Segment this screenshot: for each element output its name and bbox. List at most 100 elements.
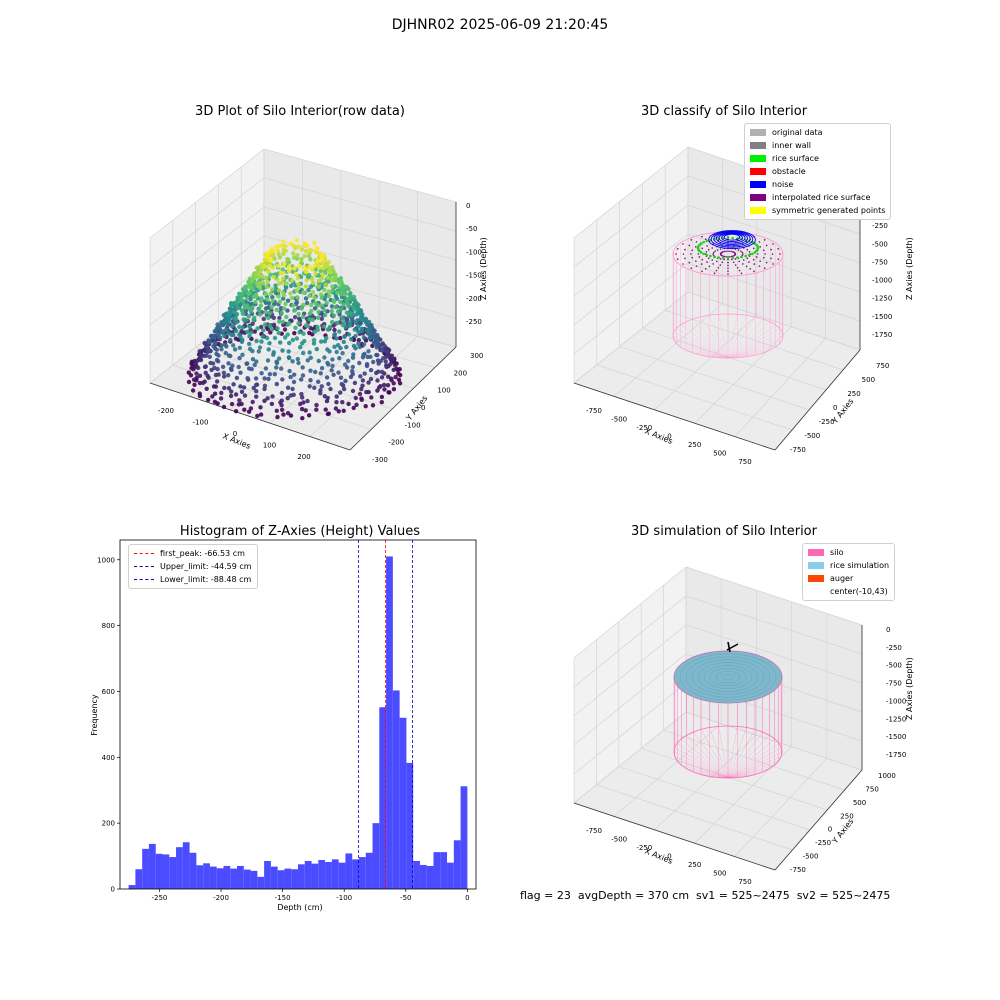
scan-point xyxy=(382,343,387,348)
scan-point xyxy=(262,398,267,403)
scan-point xyxy=(325,327,331,332)
scan-point xyxy=(307,350,312,355)
scan-point xyxy=(277,299,283,304)
scan-point xyxy=(219,343,224,348)
scan-point xyxy=(286,349,291,354)
scan-point xyxy=(341,285,346,291)
scan-point xyxy=(299,391,304,397)
scan-point xyxy=(367,335,372,341)
scan-point xyxy=(194,375,199,381)
scan-point xyxy=(335,309,341,314)
scan-point xyxy=(269,401,275,407)
legend-entry: center(-10,43) xyxy=(808,585,889,598)
scan-point xyxy=(308,355,313,360)
scan-point xyxy=(279,310,284,316)
scan-point xyxy=(322,355,327,360)
scan-point xyxy=(350,364,355,370)
scan-point xyxy=(254,389,259,394)
scan-point xyxy=(391,367,396,372)
scan-point xyxy=(188,373,194,378)
scan-point xyxy=(259,296,264,301)
scan-point xyxy=(319,339,324,344)
scan-point xyxy=(396,377,402,382)
tick-label: 0 xyxy=(828,826,832,834)
scan-point xyxy=(272,372,277,377)
scan-point xyxy=(228,393,234,399)
scan-point xyxy=(326,289,332,294)
scan-point xyxy=(298,401,303,407)
scan-point xyxy=(245,295,250,301)
scan-point xyxy=(318,388,323,393)
scan-point xyxy=(336,409,341,414)
scan-point xyxy=(267,311,273,316)
scan-point xyxy=(232,347,238,352)
scan-point xyxy=(280,348,285,353)
scan-point xyxy=(230,324,235,329)
scan-point xyxy=(352,327,357,332)
scan-point xyxy=(307,384,312,389)
legend-swatch xyxy=(808,549,824,556)
scan-point xyxy=(332,344,337,349)
legend-entry: rice simulation xyxy=(808,559,889,572)
scan-point xyxy=(391,387,397,392)
grid-line xyxy=(149,177,265,268)
scan-point xyxy=(360,383,365,388)
scan-point xyxy=(285,332,290,337)
scan-point xyxy=(348,311,353,316)
scan-point xyxy=(254,359,259,364)
scan-point xyxy=(322,312,328,318)
scan-point xyxy=(265,297,270,302)
scan-point xyxy=(297,316,302,321)
scan-point xyxy=(350,369,355,374)
scan-point xyxy=(210,333,216,339)
scan-point xyxy=(300,395,305,400)
scan-point xyxy=(233,319,239,325)
scan-point xyxy=(313,369,318,375)
scan-point xyxy=(226,386,232,391)
scan-point xyxy=(336,370,341,375)
scan-point xyxy=(308,368,313,373)
scan-point xyxy=(198,352,203,358)
scan-point xyxy=(334,336,339,341)
scan-point xyxy=(271,350,276,355)
scan-point xyxy=(277,315,282,321)
scan-point xyxy=(315,303,321,308)
scan-point xyxy=(333,304,338,310)
scan-point xyxy=(281,306,287,311)
scan-point xyxy=(393,374,398,380)
scan-point xyxy=(292,308,297,313)
tick-label: -500 xyxy=(886,662,902,670)
scan-point xyxy=(266,376,271,382)
scan-point xyxy=(250,399,255,405)
scan-point xyxy=(383,359,388,364)
scan-point xyxy=(271,315,276,320)
scan-point xyxy=(241,317,246,322)
scan-point xyxy=(205,345,210,350)
simulation-legend: silo rice simulation auger center(-10,43) xyxy=(802,543,896,601)
scan-point xyxy=(357,360,362,366)
scan-point xyxy=(349,337,354,342)
scan-point xyxy=(250,321,255,326)
scan-point xyxy=(295,356,300,362)
scan-point xyxy=(361,342,367,347)
scan-point xyxy=(374,370,379,376)
scan-point xyxy=(357,391,363,397)
scan-point xyxy=(349,316,355,322)
scan-point xyxy=(369,395,374,400)
scan-point xyxy=(274,360,280,366)
scan-point xyxy=(282,327,288,332)
tick-label: -750 xyxy=(790,866,806,874)
scan-point xyxy=(326,381,331,387)
scan-point xyxy=(376,361,381,366)
scan-point xyxy=(212,341,217,346)
scan-point xyxy=(340,400,345,405)
scan-point xyxy=(333,284,338,289)
scan-point xyxy=(356,341,361,346)
scan-point xyxy=(234,375,240,381)
scan-point xyxy=(263,309,268,315)
scan-point xyxy=(296,360,301,366)
scan-point xyxy=(288,374,293,380)
axis-pane xyxy=(150,149,264,383)
